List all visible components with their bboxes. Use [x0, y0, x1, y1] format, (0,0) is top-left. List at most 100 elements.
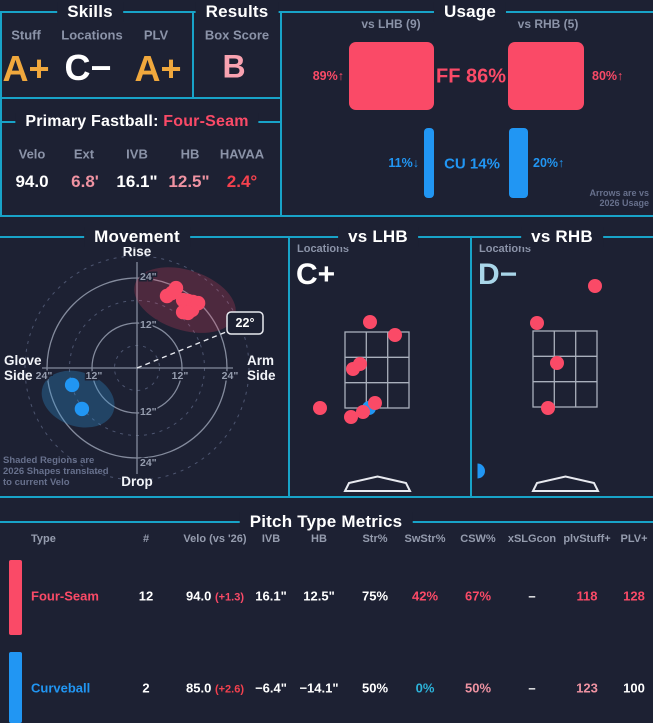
pitch-dot [541, 401, 555, 415]
metrics-row-four-seam: Four-Seam 12 94.0 (+1.3) 16.1" 12.5" 75% 42% 67… [0, 560, 653, 635]
metrics-table-header: Type # Velo (vs '26) IVB HB Str% SwStr% CSW% xSL… [0, 533, 653, 547]
metrics-cell-text: 16.1" [255, 588, 287, 604]
divider-mid-titles [0, 236, 653, 238]
metrics-cell: 0% [416, 681, 435, 696]
vs-lhb-panel: Locations C+ [289, 216, 471, 497]
metrics-cell-text: 100 [623, 680, 645, 696]
movement-dot [74, 401, 90, 417]
metrics-cell-text: 12 [138, 588, 154, 604]
movement-title: Movement [84, 227, 190, 247]
movement-note-1: Shaded Regions are [3, 455, 94, 466]
metrics-cell-text: 50% [361, 680, 389, 696]
metrics-cell-text: 94.0 [186, 588, 215, 604]
box-score-grade: B [222, 48, 246, 85]
metrics-cell-text: 118 [576, 588, 598, 604]
tick-12-down: 12" [140, 406, 157, 418]
metrics-cell: 118 [577, 589, 598, 604]
usage-cu-lhb-pct: 11%↓ [388, 156, 419, 170]
movement-note-2: 2026 Shapes translated [3, 466, 109, 477]
movement-panel: 22° Rise Drop Glove Side Arm Side 24" 12… [0, 216, 289, 497]
skills-title: Skills [57, 2, 123, 22]
metrics-row-curveball: Curveball 2 85.0 (+2.6) −6.4" −14.1" 50% 0% 50%… [0, 652, 653, 723]
col-header: # [142, 533, 150, 545]
metrics-cell-text: 12.5" [303, 588, 335, 604]
vs-rhb-panel: Locations D− [471, 216, 653, 497]
pitch-dot [353, 357, 367, 371]
col-header: PLV+ [620, 533, 648, 545]
tick-24-right: 24" [222, 370, 239, 382]
vs-lhb-locations-label: Locations [297, 243, 349, 255]
usage-cu-label: CU 14% [444, 155, 500, 173]
col-header: xSLGcon [507, 533, 557, 545]
usage-bar-ff-lhb [349, 42, 434, 110]
usage-bar-cu-lhb [424, 128, 434, 198]
usage-note: Arrows are vs 2026 Usage [589, 188, 649, 208]
metrics-cell: 42% [412, 589, 438, 604]
movement-data-layer [41, 267, 236, 428]
metrics-cell-text: 123 [576, 680, 598, 696]
movement-dot [64, 377, 80, 393]
ext-label: Ext [73, 146, 95, 162]
usage-ff-lhb-pct: 89%↑ [312, 69, 344, 83]
glove-side-label-2: Side [4, 368, 33, 383]
col-header: HB [311, 533, 327, 545]
pitch-color-bar [9, 560, 22, 635]
pitch-dot [477, 463, 485, 479]
metrics-cell: 2 [142, 681, 149, 696]
arm-side-label-1: Arm [247, 353, 274, 368]
metrics-cell-text: – [528, 588, 536, 604]
tick-24-up: 24" [140, 271, 157, 283]
primary-fastball-title-value: Four-Seam [163, 113, 249, 130]
primary-fastball-title: Primary Fastball: Four-Seam [15, 113, 259, 131]
havaa-label: HAVAA [219, 146, 265, 162]
usage-ff-rhb-pct: 80%↑ [592, 69, 624, 83]
home-plate [343, 475, 412, 492]
divider-mid [0, 215, 653, 217]
divider-skills-results [192, 11, 194, 99]
metrics-cell: 67% [465, 589, 491, 604]
movement-dot [180, 305, 196, 321]
home-plate [531, 475, 600, 492]
tick-12-up: 12" [140, 319, 157, 331]
border-left [0, 11, 2, 217]
strike-zone [532, 330, 598, 408]
pitch-dot [530, 316, 544, 330]
pitch-dot [363, 315, 377, 329]
metrics-cell-text: 2 [142, 680, 150, 696]
metrics-cell-text: Four-Seam [31, 588, 99, 604]
col-header: IVB [261, 533, 281, 545]
divider-lhb-rhb [470, 236, 472, 498]
vs-rhb-plot [477, 279, 602, 492]
divider-bottom-mid [0, 496, 653, 498]
pitch-type-metrics-title: Pitch Type Metrics [239, 512, 413, 532]
stuff-grade: A+ [2, 48, 50, 89]
metrics-cell: 94.0 (+1.3) [186, 589, 244, 604]
metrics-cell: 16.1" [255, 589, 286, 604]
metrics-cell-text: (+1.3) [214, 591, 244, 604]
col-header: SwStr% [404, 533, 446, 545]
metrics-cell-text: 85.0 [186, 680, 215, 696]
velo-value: 94.0 [15, 172, 49, 191]
metrics-cell-text: 42% [411, 588, 439, 604]
metrics-cell-text: 75% [361, 588, 389, 604]
metrics-cell-text: Curveball [31, 680, 91, 696]
metrics-cell: 50% [362, 681, 388, 696]
plv-label: PLV [143, 27, 169, 43]
metrics-cell: 123 [576, 681, 598, 696]
divider-top [0, 11, 653, 13]
metrics-cell: 75% [362, 589, 388, 604]
tick-12-left: 12" [86, 370, 103, 382]
col-header: Str% [362, 533, 388, 545]
col-header: Velo (vs '26) [183, 533, 247, 545]
tilt-value: 22° [236, 316, 255, 330]
metrics-cell-text: 0% [415, 680, 435, 696]
metrics-cell-text: – [528, 680, 536, 696]
usage-panel: vs LHB (9) vs RHB (5) FF 86% CU 14% 89%↑… [281, 0, 653, 216]
metrics-cell: – [528, 589, 535, 604]
shape-region [41, 370, 115, 428]
results-title: Results [195, 2, 279, 22]
plv-grade: A+ [134, 48, 182, 89]
metrics-cell-text: 67% [464, 588, 492, 604]
usage-ff-label: FF 86% [435, 65, 507, 88]
